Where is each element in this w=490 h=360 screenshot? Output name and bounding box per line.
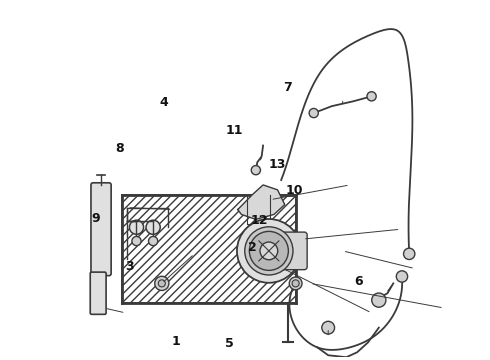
Circle shape	[148, 237, 158, 246]
Text: 9: 9	[92, 212, 100, 225]
Circle shape	[245, 227, 293, 275]
Circle shape	[322, 321, 335, 334]
Text: 6: 6	[354, 275, 363, 288]
Text: 3: 3	[125, 260, 134, 273]
Text: 8: 8	[115, 141, 123, 154]
Text: 12: 12	[250, 214, 268, 227]
Circle shape	[289, 277, 302, 290]
Circle shape	[146, 220, 160, 234]
Circle shape	[404, 248, 415, 260]
Circle shape	[132, 237, 141, 246]
Circle shape	[251, 166, 261, 175]
Circle shape	[129, 220, 144, 234]
Text: 11: 11	[225, 124, 243, 137]
Circle shape	[367, 92, 376, 101]
Circle shape	[292, 280, 299, 287]
Text: 4: 4	[159, 95, 168, 108]
Text: 1: 1	[172, 335, 180, 348]
Circle shape	[237, 219, 301, 283]
FancyBboxPatch shape	[275, 232, 307, 270]
Circle shape	[260, 242, 278, 260]
Text: 5: 5	[225, 337, 233, 350]
Text: 2: 2	[248, 241, 256, 254]
FancyBboxPatch shape	[90, 272, 106, 314]
FancyBboxPatch shape	[91, 183, 111, 276]
Circle shape	[396, 271, 408, 282]
Circle shape	[309, 108, 318, 118]
Text: 10: 10	[286, 184, 303, 197]
Circle shape	[249, 231, 289, 270]
Bar	[122, 195, 295, 303]
Text: 7: 7	[283, 81, 292, 94]
Circle shape	[158, 280, 165, 287]
Circle shape	[372, 293, 386, 307]
Circle shape	[155, 276, 169, 291]
Text: 13: 13	[268, 158, 286, 171]
Polygon shape	[238, 185, 285, 219]
